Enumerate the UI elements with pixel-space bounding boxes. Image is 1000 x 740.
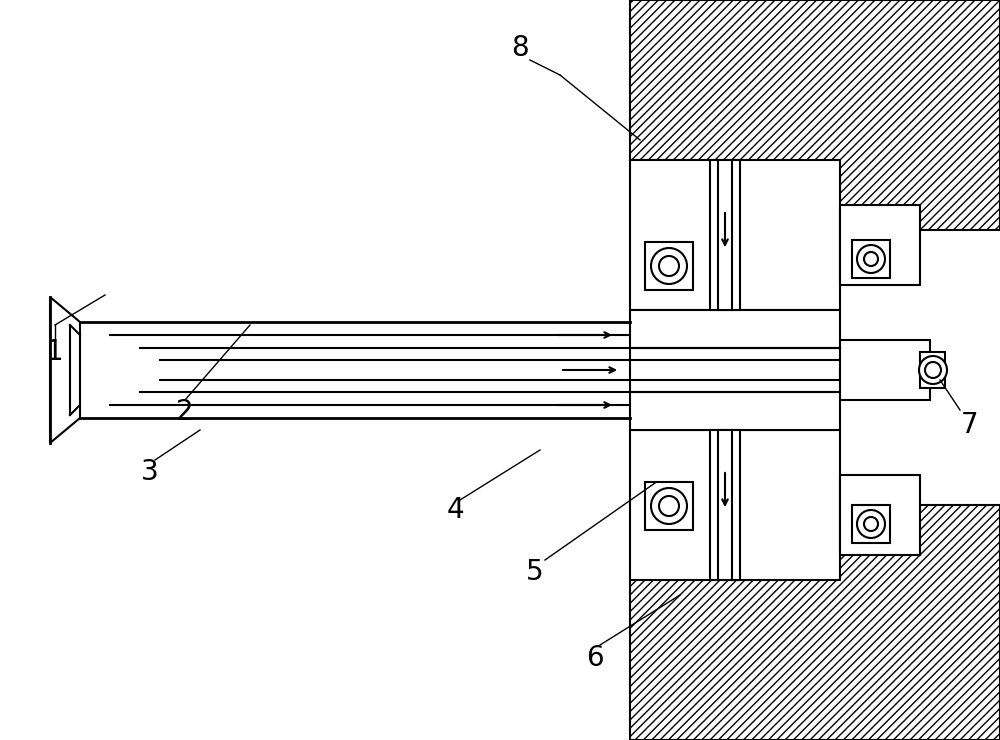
Bar [920,352,945,388]
Text: 4: 4 [446,496,464,524]
Bar [710,430,740,580]
Text: 6: 6 [586,644,604,672]
Text: 5: 5 [526,558,544,586]
Bar [645,242,693,290]
Circle shape [864,517,878,531]
Polygon shape [50,297,80,443]
Circle shape [659,496,679,516]
Bar [630,310,840,430]
Text: 1: 1 [46,338,64,366]
Circle shape [857,510,885,538]
Circle shape [857,245,885,273]
Bar [852,240,890,278]
Bar [840,475,920,555]
Circle shape [925,362,941,378]
Circle shape [651,248,687,284]
Bar [710,160,740,310]
Polygon shape [630,505,1000,740]
Bar [630,160,840,310]
Bar [852,505,890,543]
Circle shape [919,356,947,384]
Circle shape [864,252,878,266]
Bar [840,340,930,400]
Circle shape [651,488,687,524]
Text: 7: 7 [961,411,979,439]
Text: 8: 8 [511,34,529,62]
Polygon shape [630,0,1000,230]
Bar [630,430,840,580]
Circle shape [659,256,679,276]
Bar [840,205,920,285]
Text: 3: 3 [141,458,159,486]
Text: 2: 2 [176,398,194,426]
Bar [645,482,693,530]
